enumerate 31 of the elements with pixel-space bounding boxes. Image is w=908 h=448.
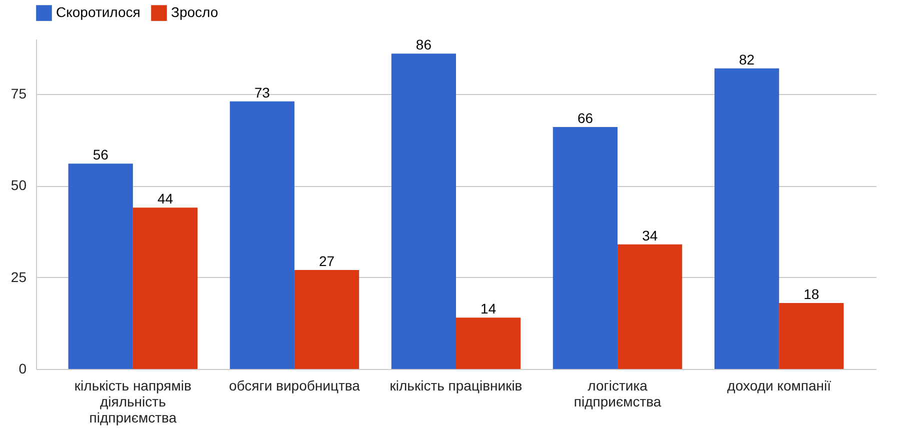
data-label: 86: [416, 36, 432, 53]
bar: [779, 303, 844, 369]
bar: [68, 164, 133, 369]
bar: [230, 101, 294, 369]
x-tick-label: обсяги виробництва: [228, 378, 360, 394]
bar: [456, 318, 521, 369]
legend-label: Зросло: [171, 4, 218, 20]
data-label: 27: [318, 253, 335, 269]
data-label: 82: [738, 51, 755, 68]
y-tick-label: 0: [18, 360, 27, 376]
y-tick-label: 50: [10, 177, 27, 194]
bar: [294, 270, 360, 369]
bar: [618, 244, 682, 369]
data-label: 14: [480, 300, 496, 317]
x-tick-label: кількість працівників: [390, 378, 522, 394]
y-tick-label: 75: [10, 86, 27, 102]
y-tick-label: 25: [10, 268, 27, 285]
data-label: 18: [804, 286, 820, 302]
x-tick-label: кількість напрямів діяльність підприємства: [74, 378, 192, 426]
x-tick-label: доходи компанії: [727, 378, 832, 394]
bar: [132, 208, 198, 369]
data-label: 34: [642, 227, 658, 244]
data-label: 66: [577, 110, 594, 126]
data-label: 56: [92, 146, 109, 163]
data-label: 73: [254, 84, 270, 100]
legend-label: Скоротилося: [56, 4, 140, 20]
bar: [552, 127, 618, 369]
bar: [391, 54, 456, 369]
bar: [714, 68, 780, 369]
x-tick-label: логістика підприємства: [574, 378, 662, 410]
data-label: 44: [157, 190, 174, 207]
